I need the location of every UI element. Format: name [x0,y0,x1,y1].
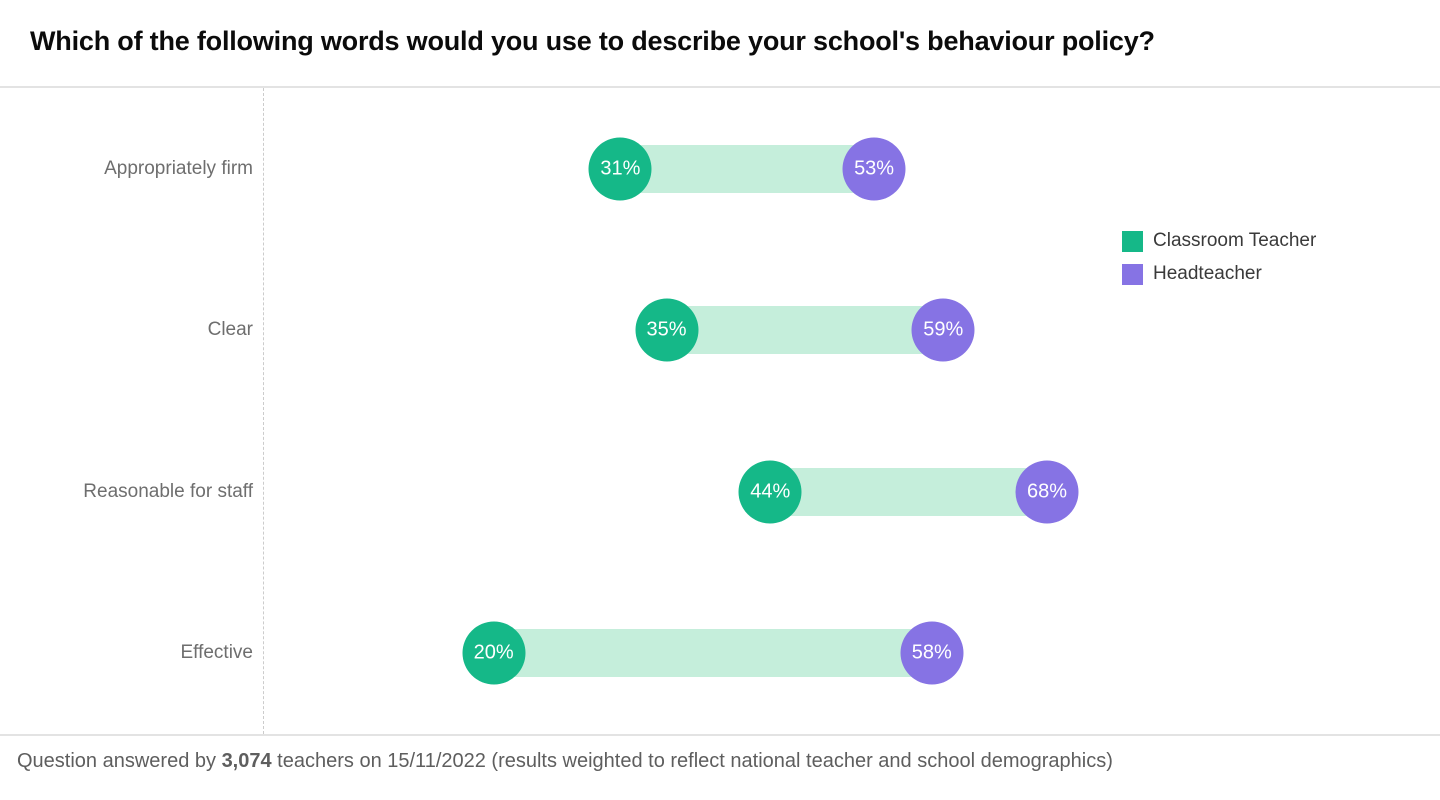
classroom-teacher-dot: 44% [738,460,802,524]
value-label: 58% [911,641,952,664]
category-label: Reasonable for staff [83,480,253,502]
category-label: Clear [207,319,253,341]
legend-swatch-headteacher [1122,263,1143,285]
zero-baseline-dashed-line [263,88,264,734]
dumbbell-row: Effective 20% 58% [0,573,1440,735]
connector-bar [666,306,944,355]
footer-respondent-count: 3,074 [221,750,272,772]
dumbbell-row: Appropriately firm 31% 53% [0,88,1440,250]
legend-item: Headteacher [1122,263,1316,285]
legend-label: Headteacher [1153,263,1262,284]
legend-label: Classroom Teacher [1153,230,1317,251]
chart-plot-area: Appropriately firm 31% 53% Clear 35% 59% Reaso… [0,86,1440,736]
row-plot-area: 31% 53% [263,88,1416,250]
legend-item: Classroom Teacher [1122,230,1316,252]
headteacher-dot: 58% [900,621,964,685]
value-label: 35% [646,318,687,341]
legend-swatch-classroom-teacher [1122,230,1143,252]
classroom-teacher-dot: 35% [635,298,699,362]
value-label: 44% [750,480,791,503]
classroom-teacher-dot: 31% [588,137,652,201]
dumbbell-rows: Appropriately firm 31% 53% Clear 35% 59% Reaso… [0,88,1440,734]
value-label: 31% [600,157,641,180]
connector-bar [770,467,1048,516]
row-plot-area: 20% 58% [263,573,1416,735]
headteacher-dot: 68% [1015,460,1079,524]
footer-note: Question answered by 3,074 teachers on 1… [17,750,1417,773]
dumbbell-row: Reasonable for staff 44% 68% [0,411,1440,573]
row-plot-area: 44% 68% [263,411,1416,573]
dumbbell-row: Clear 35% 59% [0,250,1440,412]
connector-bar [620,144,875,193]
headteacher-dot: 53% [842,137,906,201]
value-label: 59% [923,318,964,341]
footer-suffix: teachers on 15/11/2022 (results weighted… [271,750,1113,772]
classroom-teacher-dot: 20% [462,621,526,685]
connector-bar [493,629,932,678]
row-plot-area: 35% 59% [263,250,1416,412]
value-label: 20% [473,641,514,664]
footer-prefix: Question answered by [17,750,222,772]
headteacher-dot: 59% [911,298,975,362]
category-label: Effective [180,642,253,664]
category-label: Appropriately firm [104,157,253,179]
chart-legend: Classroom Teacher Headteacher [1122,230,1316,285]
value-label: 68% [1027,480,1068,503]
chart-title: Which of the following words would you u… [30,26,1155,56]
value-label: 53% [854,157,895,180]
